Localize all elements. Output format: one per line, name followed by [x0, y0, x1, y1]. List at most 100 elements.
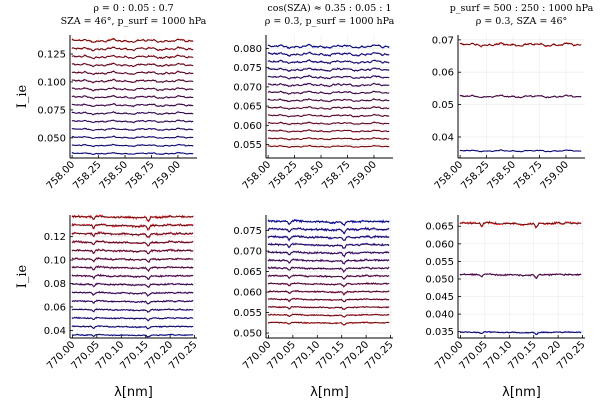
series-line	[267, 281, 390, 288]
model-line	[267, 106, 390, 110]
model-line	[459, 331, 582, 335]
model-line	[267, 306, 390, 310]
y-tick-label: 0.065	[425, 222, 454, 233]
model-line	[267, 283, 390, 287]
subplot-title: ρ = 0.3, SZA = 46°	[476, 16, 568, 27]
model-line	[71, 79, 194, 83]
model-line	[267, 259, 390, 264]
model-line	[459, 149, 582, 152]
series-line	[71, 239, 194, 247]
y-axis-label: I_ie	[15, 264, 30, 288]
series-line	[267, 90, 390, 95]
model-line	[459, 273, 582, 278]
model-line	[71, 266, 194, 271]
x-tick-label: 758.25	[459, 159, 492, 192]
x-tick-label: 758.50	[98, 159, 131, 192]
model-line	[267, 275, 390, 279]
series-line	[459, 272, 582, 280]
series-line	[71, 316, 194, 322]
model-line	[71, 47, 194, 51]
model-line	[71, 87, 194, 91]
y-tick-label: 0.07	[432, 35, 454, 46]
model-line	[267, 220, 390, 226]
model-line	[267, 83, 390, 87]
model-line	[459, 222, 582, 228]
subplot-6: 0.0350.0400.0450.0500.0550.0600.065770.0…	[425, 215, 588, 400]
y-tick-label: 0.06	[44, 302, 66, 313]
x-tick-label: 758.25	[267, 159, 300, 192]
model-line	[267, 122, 390, 125]
x-axis-label: λ[nm]	[502, 385, 541, 400]
model-line	[71, 55, 194, 59]
y-tick-label: 0.12	[44, 232, 66, 243]
model-line	[71, 308, 194, 313]
y-tick-label: 0.050	[233, 329, 262, 340]
subplot-4: 0.040.060.080.100.12770.00770.05770.1077…	[15, 214, 200, 400]
subplot-title: cos(SZA) ≈ 0.35 : 0.05 : 1	[267, 3, 391, 14]
x-tick-label: 758.00	[45, 159, 78, 192]
y-tick-label: 0.055	[233, 308, 262, 319]
x-tick-label: 758.00	[433, 159, 466, 192]
model-line	[71, 144, 194, 147]
y-tick-label: 0.060	[233, 121, 262, 132]
model-line	[71, 283, 194, 288]
model-line	[267, 137, 390, 140]
series-line	[267, 234, 390, 242]
y-tick-label: 0.05	[432, 100, 454, 111]
subplot-title: SZA = 46°, p_surf = 1000 hPa	[61, 16, 207, 27]
model-line	[267, 236, 390, 241]
x-tick-label: 758.50	[294, 159, 327, 192]
y-tick-label: 0.055	[233, 140, 262, 151]
model-line	[71, 300, 194, 304]
series-line	[267, 218, 390, 227]
y-tick-label: 0.100	[37, 77, 66, 88]
model-line	[71, 325, 194, 329]
model-line	[71, 103, 194, 107]
x-tick-label: 758.50	[486, 159, 519, 192]
model-line	[71, 292, 194, 296]
series-line	[71, 282, 194, 289]
x-axis-label: λ[nm]	[114, 385, 153, 400]
model-line	[267, 60, 390, 64]
model-line	[459, 42, 582, 47]
y-tick-label: 0.070	[233, 82, 262, 93]
model-line	[71, 224, 194, 230]
y-tick-label: 0.055	[425, 257, 454, 268]
subplot-2: 0.0550.0600.0650.0700.0750.080758.00758.…	[233, 3, 394, 192]
y-tick-label: 0.10	[44, 256, 66, 267]
model-line	[71, 152, 194, 155]
model-line	[267, 98, 390, 102]
y-tick-label: 0.060	[233, 288, 262, 299]
model-line	[267, 243, 390, 249]
series-line	[267, 321, 390, 326]
y-tick-label: 0.06	[432, 68, 454, 79]
y-tick-label: 0.035	[425, 327, 454, 338]
model-line	[267, 267, 390, 272]
series-line	[267, 289, 390, 296]
y-tick-label: 0.065	[233, 267, 262, 278]
x-tick-label: 758.25	[71, 159, 104, 192]
y-tick-label: 0.050	[425, 274, 454, 285]
x-tick-label: 759.00	[151, 159, 184, 192]
model-line	[267, 290, 390, 295]
x-tick-label: 759.00	[347, 159, 380, 192]
model-line	[71, 71, 194, 75]
y-tick-label: 0.065	[233, 102, 262, 113]
series-line	[71, 307, 194, 313]
model-line	[267, 44, 390, 49]
subplot-3: 0.04 0.05 0.06 0.07 758.00758.25758.50758.75…	[432, 3, 594, 192]
y-tick-label: 0.070	[233, 247, 262, 258]
model-line	[267, 114, 390, 117]
x-tick-label: 758.00	[241, 159, 274, 192]
x-tick-label: 759.00	[539, 159, 572, 192]
subplot-title: ρ = 0 : 0.05 : 0.7	[93, 3, 173, 14]
model-line	[267, 322, 390, 325]
y-tick-label: 0.050	[37, 133, 66, 144]
model-line	[267, 75, 390, 79]
model-line	[71, 111, 194, 115]
subplot-title: p_surf = 500 : 250 : 1000 hPa	[450, 3, 594, 14]
subplot-1: 0.0500.0750.1000.125758.00758.25758.5075…	[15, 3, 207, 192]
y-axis-label: I_ie	[15, 84, 30, 108]
model-line	[267, 145, 390, 148]
series-line	[71, 273, 194, 281]
